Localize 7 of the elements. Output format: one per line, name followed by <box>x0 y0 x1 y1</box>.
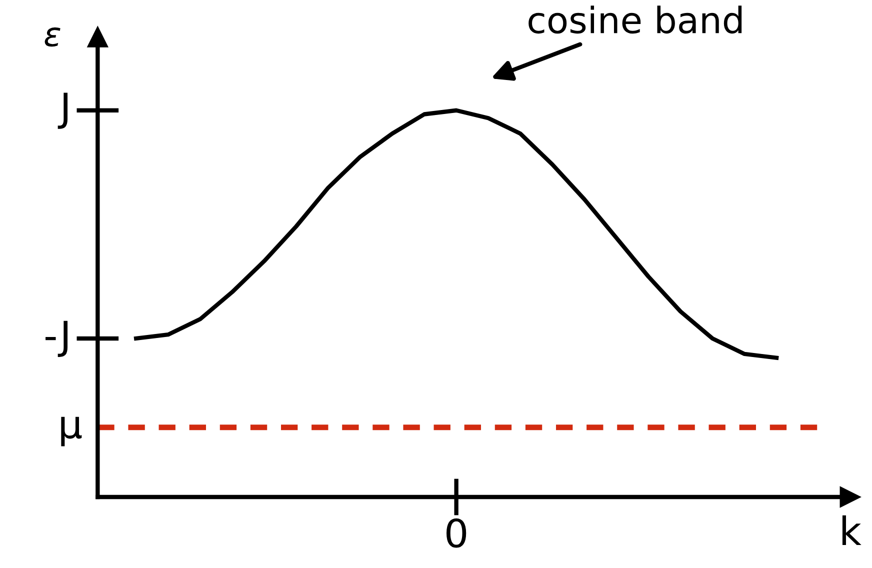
text: -J <box>46 320 68 357</box>
ref-line-label: μ <box>61 416 82 446</box>
x-axis-title: k <box>842 515 862 545</box>
y-axis-title: ε <box>44 27 60 47</box>
text: cosine band <box>528 6 742 34</box>
text: J <box>58 92 68 129</box>
text: 0 <box>446 518 466 548</box>
